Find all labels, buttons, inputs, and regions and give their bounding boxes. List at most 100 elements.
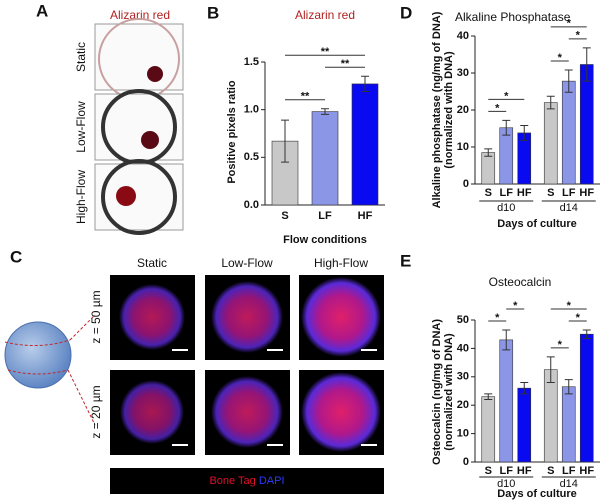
legend-entry: DAPI	[259, 475, 285, 487]
row-label: Static	[74, 42, 88, 72]
bar	[499, 339, 514, 463]
y-tick-label: 1.0	[244, 104, 259, 116]
panel-title: Alizarin red	[110, 8, 170, 22]
group-label: d10	[497, 202, 515, 214]
y-tick-label: 30	[457, 67, 469, 79]
error-bar	[564, 69, 573, 93]
group-label: d14	[560, 202, 578, 214]
y-axis-label: (normalized with DNA)	[443, 333, 455, 451]
y-tick-label: 40	[457, 30, 469, 42]
confocal-image	[205, 275, 290, 360]
significance-label: *	[504, 90, 509, 102]
error-bar	[546, 356, 555, 383]
significance-label: **	[321, 46, 330, 58]
error-bar	[281, 119, 289, 163]
column-label: Static	[137, 256, 167, 270]
chart-title: Osteocalcin	[489, 275, 552, 289]
y-tick-label: 20	[457, 399, 469, 411]
error-bar	[361, 75, 369, 93]
row-label: Low-Flow	[74, 101, 88, 153]
significance-label: *	[558, 52, 563, 64]
significance-label: **	[341, 58, 350, 70]
row-label: z = 20 µm	[89, 385, 103, 438]
y-axis-label: (normalized with DNA)	[443, 51, 455, 169]
panel-label: E	[400, 251, 411, 270]
x-tick-label: HF	[517, 465, 532, 477]
x-tick-label: LF	[318, 210, 332, 222]
x-tick-label: S	[485, 187, 492, 199]
x-tick-label: S	[281, 210, 288, 222]
row-label: z = 50 µm	[89, 290, 103, 343]
y-tick-label: 0.5	[244, 151, 259, 163]
y-tick-label: 40	[457, 342, 469, 354]
y-axis-label: Positive pixels ratio	[226, 80, 238, 184]
significance-label: **	[301, 91, 310, 103]
significance-label: *	[576, 312, 581, 324]
column-label: High-Flow	[314, 256, 368, 270]
error-bar	[546, 95, 555, 110]
significance-label: *	[513, 300, 518, 312]
x-tick-label: LF	[562, 465, 576, 477]
bar	[579, 64, 594, 185]
bar	[543, 369, 558, 463]
x-tick-label: HF	[358, 210, 373, 222]
bar	[481, 152, 496, 185]
legend-bar	[110, 468, 384, 494]
bar	[481, 396, 496, 463]
confocal-image	[299, 370, 384, 455]
y-tick-label: 50	[457, 314, 469, 326]
y-tick-label: 20	[457, 104, 469, 116]
y-tick-label: 0.0	[244, 199, 259, 211]
bar	[311, 111, 339, 206]
error-bar	[520, 381, 529, 395]
x-tick-label: LF	[500, 465, 514, 477]
y-axis-label: Alkaline phosphatase (ng/mg of DNA)	[431, 11, 443, 208]
error-bar	[520, 125, 529, 141]
y-tick-label: 10	[457, 428, 469, 440]
x-tick-label: LF	[500, 187, 514, 199]
x-tick-label: S	[547, 465, 554, 477]
x-tick-label: HF	[579, 465, 594, 477]
significance-label: *	[567, 300, 572, 312]
panel-label: A	[36, 1, 48, 20]
confocal-image	[110, 275, 195, 360]
row-label: High-Flow	[74, 170, 88, 224]
chart-title: Alkaline Phosphatase	[455, 10, 571, 24]
spheroid-illustration	[4, 314, 96, 426]
error-bar	[484, 148, 493, 157]
error-bar	[502, 329, 511, 351]
bar	[499, 127, 514, 185]
group-label: d10	[497, 478, 515, 490]
x-tick-label: S	[547, 187, 554, 199]
group-label: d14	[560, 478, 578, 490]
x-tick-label: HF	[579, 187, 594, 199]
error-bar	[321, 108, 329, 115]
legend: Bone Tag DAPI	[209, 475, 284, 487]
bar	[543, 102, 558, 185]
x-tick-label: LF	[562, 187, 576, 199]
stain-image	[94, 159, 184, 235]
confocal-image	[299, 275, 384, 360]
error-bar	[564, 379, 573, 395]
column-label: Low-Flow	[221, 256, 273, 270]
legend-entry: Bone Tag	[209, 475, 255, 487]
bar	[579, 333, 594, 463]
panel-label: D	[400, 3, 412, 22]
stain-image	[94, 89, 184, 165]
error-bar	[582, 47, 591, 82]
y-tick-label: 1.5	[244, 56, 259, 68]
significance-label: *	[495, 312, 500, 324]
y-tick-label: 30	[457, 371, 469, 383]
bar	[351, 83, 379, 206]
x-tick-label: HF	[517, 187, 532, 199]
bar	[561, 80, 576, 185]
significance-label: *	[558, 339, 563, 351]
error-bar	[484, 393, 493, 401]
panel-label: C	[10, 247, 22, 266]
y-axis-label: Osteocalcin (ng/mg of DNA)	[431, 319, 443, 465]
bar	[517, 387, 532, 463]
x-axis-label: Flow conditions	[283, 234, 367, 246]
confocal-image	[110, 370, 195, 455]
significance-label: *	[576, 30, 581, 42]
chart-title: Alizarin red	[295, 8, 355, 22]
